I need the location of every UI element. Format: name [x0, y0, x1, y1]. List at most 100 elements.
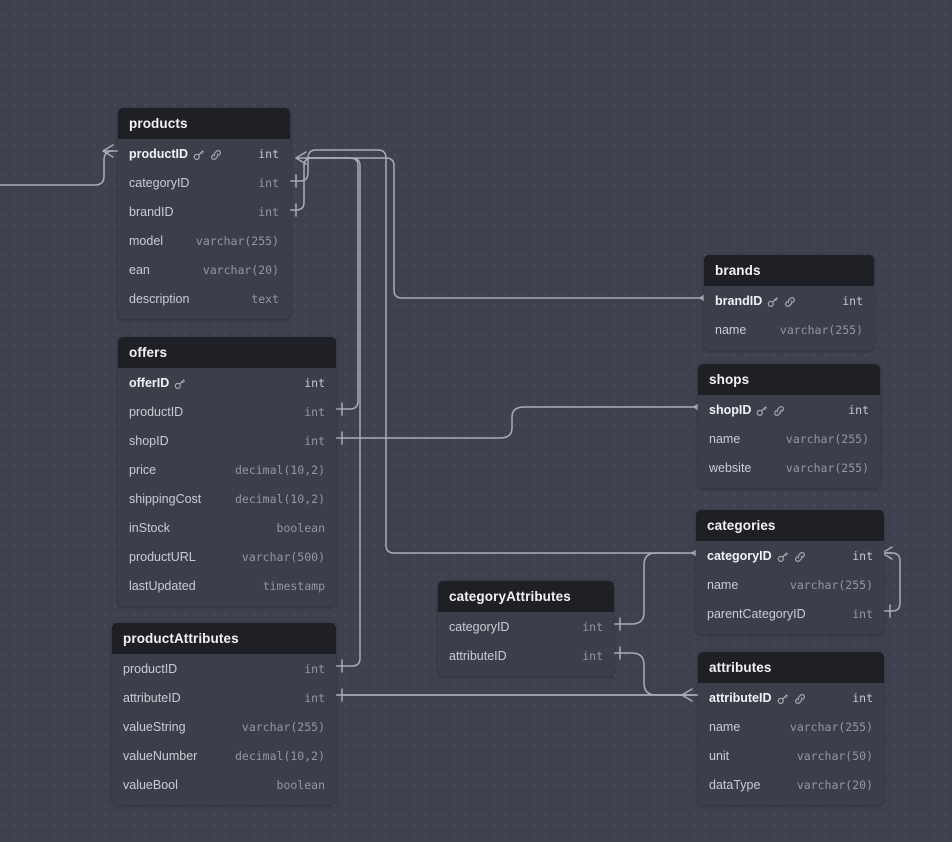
- column-name-wrap: productID: [129, 405, 183, 419]
- edge-left-into-products-productid: [0, 150, 121, 186]
- column-name-wrap: model: [129, 234, 163, 248]
- link-icon: [794, 693, 806, 705]
- column-row[interactable]: valueNumber decimal(10,2): [112, 741, 336, 770]
- column-name: website: [709, 460, 752, 475]
- column-name: price: [129, 462, 157, 477]
- column-type: int: [304, 433, 325, 448]
- column-name-wrap: productID: [123, 662, 177, 676]
- column-name-wrap: price: [129, 463, 156, 477]
- column-row[interactable]: categoryID int: [696, 541, 884, 570]
- column-type: timestamp: [262, 578, 325, 593]
- column-name-wrap: attributeID: [449, 649, 507, 663]
- edge-categoryattributes-attributeid-attributes: [613, 652, 683, 696]
- column-row[interactable]: inStock boolean: [118, 513, 336, 542]
- column-name-wrap: categoryID: [129, 176, 189, 190]
- column-name-wrap: shippingCost: [129, 492, 201, 506]
- edge-products-categoryid-categories: [289, 149, 693, 554]
- key-icon: [756, 405, 768, 417]
- column-row[interactable]: attributeID int: [438, 641, 614, 670]
- column-name: categoryID: [449, 619, 510, 634]
- column-row[interactable]: lastUpdated timestamp: [118, 571, 336, 600]
- column-row[interactable]: website varchar(255): [698, 453, 880, 482]
- column-name-wrap: shopID: [129, 434, 169, 448]
- column-name-wrap: inStock: [129, 521, 170, 535]
- edge-offers-shopid-shops: [335, 406, 695, 439]
- column-name: productID: [129, 404, 184, 419]
- column-row[interactable]: price decimal(10,2): [118, 455, 336, 484]
- column-name: unit: [709, 748, 730, 763]
- column-type: int: [582, 619, 603, 634]
- column-name: name: [715, 322, 747, 337]
- er-table-categories[interactable]: categories categoryID int name varchar(255) p…: [696, 510, 884, 634]
- column-row[interactable]: shopID int: [698, 395, 880, 424]
- er-table-productattributes[interactable]: productAttributes productID int attributeID…: [112, 623, 336, 805]
- column-name: categoryID: [129, 175, 190, 190]
- column-row[interactable]: ean varchar(20): [118, 255, 290, 284]
- column-name: offerID: [129, 375, 170, 390]
- column-row[interactable]: unit varchar(50): [698, 741, 884, 770]
- column-name-wrap: valueString: [123, 720, 186, 734]
- column-name: categoryID: [707, 548, 772, 563]
- column-row[interactable]: valueString varchar(255): [112, 712, 336, 741]
- column-name-wrap: parentCategoryID: [707, 607, 806, 621]
- column-row[interactable]: productID int: [112, 654, 336, 683]
- er-table-shops[interactable]: shops shopID int name varchar(255) website var…: [698, 364, 880, 488]
- column-row[interactable]: categoryID int: [438, 612, 614, 641]
- column-name-wrap: productID: [129, 147, 222, 161]
- column-row[interactable]: productID int: [118, 397, 336, 426]
- column-name: valueBool: [123, 777, 178, 792]
- column-row[interactable]: dataType varchar(20): [698, 770, 884, 799]
- edge-categoryattributes-categoryid-categories: [613, 552, 681, 625]
- column-row[interactable]: productID int: [118, 139, 290, 168]
- column-name-wrap: name: [709, 432, 740, 446]
- table-title: brands: [704, 255, 874, 286]
- column-row[interactable]: shopID int: [118, 426, 336, 455]
- column-row[interactable]: offerID int: [118, 368, 336, 397]
- column-type: boolean: [276, 777, 325, 792]
- column-name: attributeID: [123, 690, 181, 705]
- er-table-brands[interactable]: brands brandID int name varchar(255): [704, 255, 874, 350]
- column-row[interactable]: shippingCost decimal(10,2): [118, 484, 336, 513]
- er-table-products[interactable]: products productID int categoryID int brandID…: [118, 108, 290, 319]
- key-icon: [193, 149, 205, 161]
- column-name: ean: [129, 262, 150, 277]
- column-row[interactable]: description text: [118, 284, 290, 313]
- column-row[interactable]: name varchar(255): [704, 315, 874, 344]
- column-row[interactable]: name varchar(255): [696, 570, 884, 599]
- column-type: int: [304, 661, 325, 676]
- column-name: model: [129, 233, 164, 248]
- column-row[interactable]: parentCategoryID int: [696, 599, 884, 628]
- column-name: description: [129, 291, 190, 306]
- link-icon: [210, 149, 222, 161]
- column-name-wrap: name: [715, 323, 746, 337]
- er-table-attributes[interactable]: attributes attributeID int name varchar(255)…: [698, 652, 884, 805]
- column-row[interactable]: attributeID int: [698, 683, 884, 712]
- column-name-wrap: valueNumber: [123, 749, 197, 763]
- column-name-wrap: categoryID: [707, 549, 806, 563]
- column-name: name: [709, 719, 741, 734]
- column-name: brandID: [715, 293, 763, 308]
- column-type: boolean: [276, 520, 325, 535]
- column-type: int: [258, 146, 279, 161]
- column-row[interactable]: valueBool boolean: [112, 770, 336, 799]
- column-row[interactable]: brandID int: [704, 286, 874, 315]
- column-name-wrap: brandID: [129, 205, 173, 219]
- link-icon: [794, 551, 806, 563]
- column-row[interactable]: name varchar(255): [698, 712, 884, 741]
- column-name-wrap: attributeID: [709, 691, 806, 705]
- column-name: name: [709, 431, 741, 446]
- column-row[interactable]: productURL varchar(500): [118, 542, 336, 571]
- column-row[interactable]: categoryID int: [118, 168, 290, 197]
- er-table-categoryattributes[interactable]: categoryAttributes categoryID int attribute…: [438, 581, 614, 676]
- column-row[interactable]: model varchar(255): [118, 226, 290, 255]
- er-table-offers[interactable]: offers offerID int productID int shopID int pri…: [118, 337, 336, 606]
- column-type: varchar(255): [241, 719, 325, 734]
- column-row[interactable]: attributeID int: [112, 683, 336, 712]
- column-name-wrap: unit: [709, 749, 729, 763]
- column-name-wrap: productURL: [129, 550, 196, 564]
- column-name: productID: [123, 661, 178, 676]
- column-row[interactable]: name varchar(255): [698, 424, 880, 453]
- column-type: int: [582, 648, 603, 663]
- column-row[interactable]: brandID int: [118, 197, 290, 226]
